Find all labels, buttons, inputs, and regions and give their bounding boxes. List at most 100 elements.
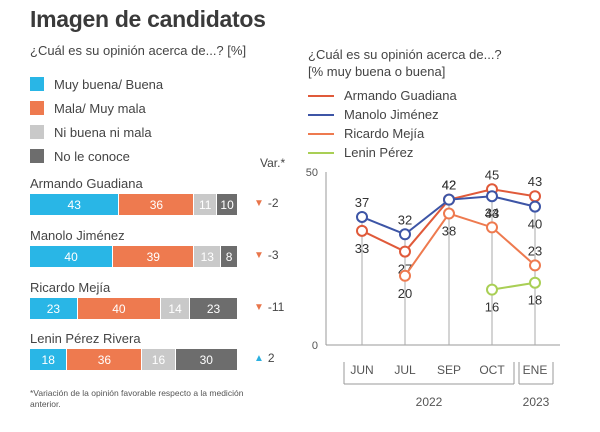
year-label: 2022 <box>416 395 443 409</box>
left-subtitle: ¿Cuál es su opinión acerca de...? [%] <box>30 43 247 58</box>
year-bracket-2023 <box>518 362 554 385</box>
legend-swatch <box>30 149 44 163</box>
data-label: 27 <box>398 262 412 277</box>
data-label: 32 <box>398 212 412 227</box>
legend-item-no: No le conoce <box>30 144 163 168</box>
year-bracket-2022 <box>343 362 515 385</box>
candidate-row: Manolo Jiménez 40 39 13 8 <box>30 228 260 267</box>
candidate-name: Manolo Jiménez <box>30 228 125 243</box>
candidate-name: Armando Guadiana <box>30 176 143 191</box>
var-value: -2 <box>267 196 279 210</box>
data-point <box>443 193 455 206</box>
legend-label: Ni buena ni mala <box>54 124 152 140</box>
bar-segment: 14 <box>161 298 191 319</box>
legend-swatch <box>30 125 44 139</box>
bar-segment: 16 <box>142 349 176 370</box>
data-label: 43 <box>485 206 499 221</box>
line-legend-item: Ricardo Mejía <box>308 124 457 143</box>
data-label: 33 <box>355 241 369 256</box>
var-indicator: ▼ -2 <box>254 196 279 210</box>
data-label: 43 <box>528 174 542 189</box>
series-line <box>361 195 536 236</box>
data-label: 40 <box>528 217 542 232</box>
data-label: 23 <box>528 243 542 258</box>
var-indicator: ▼ -11 <box>254 300 284 314</box>
stacked-bar: 18 36 16 30 <box>30 349 260 370</box>
bar-segment: 10 <box>217 194 238 215</box>
bar-legend: Muy buena/ Buena Mala/ Muy mala Ni buena… <box>30 72 163 168</box>
candidate-row: Armando Guadiana 43 36 11 10 <box>30 176 260 215</box>
legend-label: No le conoce <box>54 148 130 164</box>
line-legend: Armando Guadiana Manolo Jiménez Ricardo … <box>308 86 457 162</box>
bar-segment: 40 <box>30 246 114 267</box>
candidate-name: Ricardo Mejía <box>30 280 111 295</box>
data-label: 20 <box>398 286 412 301</box>
stacked-bar: 23 40 14 23 <box>30 298 260 319</box>
data-point <box>486 221 498 234</box>
var-indicator: ▼ -3 <box>254 248 279 262</box>
x-tick-label: JUL <box>394 363 416 377</box>
triangle-down-icon: ▼ <box>254 301 264 313</box>
stacked-bar: 43 36 11 10 <box>30 194 260 215</box>
data-point <box>486 283 498 296</box>
candidate-name: Lenin Pérez Rivera <box>30 331 141 346</box>
data-label: 34 <box>485 205 499 220</box>
data-label: 42 <box>442 178 456 193</box>
bar-segment: 11 <box>194 194 218 215</box>
data-point <box>399 228 411 241</box>
data-label: 42 <box>442 178 456 193</box>
legend-item-ni: Ni buena ni mala <box>30 120 163 144</box>
line-legend-item: Lenin Pérez <box>308 143 457 162</box>
bar-segment: 40 <box>77 298 162 319</box>
bar-segment: 23 <box>190 298 238 319</box>
bar-segment: 36 <box>119 194 195 215</box>
bar-segment: 13 <box>194 246 222 267</box>
legend-label: Ricardo Mejía <box>344 126 425 141</box>
triangle-down-icon: ▼ <box>254 249 264 261</box>
legend-line <box>308 132 334 135</box>
data-point <box>356 224 368 237</box>
line-legend-item: Armando Guadiana <box>308 86 457 105</box>
legend-label: Muy buena/ Buena <box>54 76 164 92</box>
legend-item-mala: Mala/ Muy mala <box>30 96 163 120</box>
legend-swatch <box>30 77 44 91</box>
bar-segment: 8 <box>221 246 238 267</box>
data-label: 16 <box>485 300 499 315</box>
right-subtitle-line1: ¿Cuál es su opinión acerca de...? <box>308 47 502 62</box>
footnote: *Variación de la opinión favorable respe… <box>30 388 244 409</box>
data-point <box>486 183 498 196</box>
series-line <box>404 212 536 277</box>
data-label: 18 <box>528 293 542 308</box>
legend-label: Mala/ Muy mala <box>54 100 146 116</box>
legend-label: Lenin Pérez <box>344 145 414 160</box>
data-point <box>399 269 411 282</box>
bar-segment: 23 <box>30 298 78 319</box>
x-tick-label: SEP <box>437 363 461 377</box>
legend-label: Armando Guadiana <box>344 88 457 103</box>
legend-label: Manolo Jiménez <box>344 107 439 122</box>
right-subtitle: ¿Cuál es su opinión acerca de...? [% muy… <box>308 46 502 80</box>
series-line <box>361 188 536 253</box>
series-line <box>491 281 536 291</box>
stacked-bar: 40 39 13 8 <box>30 246 260 267</box>
data-label: 38 <box>442 224 456 239</box>
candidate-row: Lenin Pérez Rivera 18 36 16 30 <box>30 331 260 370</box>
bar-segment: 39 <box>113 246 195 267</box>
data-point <box>443 207 455 220</box>
var-indicator: ▲ 2 <box>254 351 275 365</box>
var-header: Var.* <box>260 156 286 170</box>
legend-swatch <box>30 101 44 115</box>
data-point <box>399 245 411 258</box>
var-value: -11 <box>267 300 285 314</box>
y-tick-label: 50 <box>306 167 318 179</box>
x-tick-label: JUN <box>350 363 373 377</box>
data-point <box>529 259 541 272</box>
var-value: 2 <box>267 351 275 365</box>
legend-line <box>308 113 334 116</box>
data-label: 45 <box>485 167 499 182</box>
data-point <box>356 210 368 223</box>
data-point <box>529 200 541 213</box>
candidate-row: Ricardo Mejía 23 40 14 23 <box>30 280 260 319</box>
data-point <box>529 276 541 289</box>
data-point <box>486 190 498 203</box>
